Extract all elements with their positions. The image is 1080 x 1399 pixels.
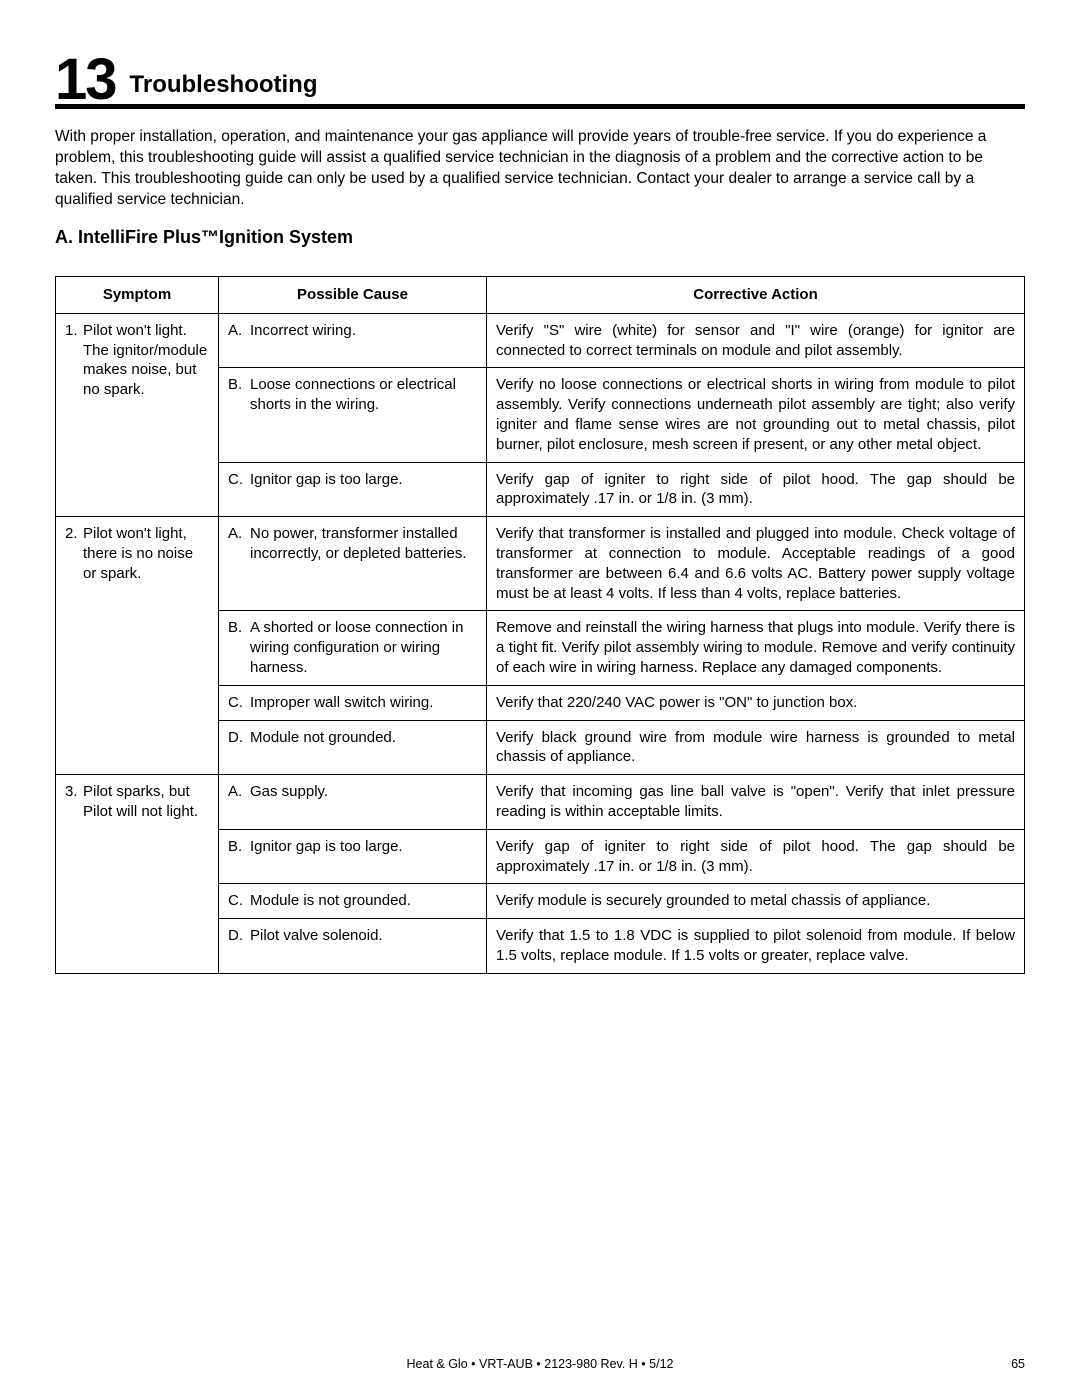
- symptom-number: 1.: [65, 321, 83, 400]
- action-cell: Verify that 1.5 to 1.8 VDC is supplied t…: [487, 919, 1025, 974]
- cause-cell: C.Ignitor gap is too large.: [219, 462, 487, 517]
- cause-letter: C.: [228, 693, 250, 713]
- action-cell: Verify that incoming gas line ball valve…: [487, 775, 1025, 830]
- symptom-cell: 1.Pilot won't light. The ignitor/module …: [56, 313, 219, 516]
- symptom-number: 2.: [65, 524, 83, 583]
- symptom-cell: 3.Pilot sparks, but Pilot will not light…: [56, 775, 219, 974]
- section-heading: A. IntelliFire Plus™Ignition System: [55, 227, 1025, 248]
- page-footer: Heat & Glo • VRT-AUB • 2123-980 Rev. H •…: [0, 1357, 1080, 1371]
- cause-text: Ignitor gap is too large.: [250, 470, 477, 490]
- action-cell: Verify "S" wire (white) for sensor and "…: [487, 313, 1025, 368]
- chapter-number: 13: [55, 55, 116, 104]
- cause-cell: A.No power, transformer installed incorr…: [219, 517, 487, 611]
- cause-cell: C.Module is not grounded.: [219, 884, 487, 919]
- table-row: 1.Pilot won't light. The ignitor/module …: [56, 313, 1025, 368]
- action-cell: Verify module is securely grounded to me…: [487, 884, 1025, 919]
- cause-letter: D.: [228, 926, 250, 946]
- chapter-title: Troubleshooting: [130, 71, 318, 104]
- action-cell: Remove and reinstall the wiring harness …: [487, 611, 1025, 685]
- symptom-text: Pilot won't light. The ignitor/module ma…: [83, 321, 209, 400]
- table-row: 3.Pilot sparks, but Pilot will not light…: [56, 775, 1025, 830]
- cause-text: Incorrect wiring.: [250, 321, 477, 341]
- cause-text: No power, transformer installed incorrec…: [250, 524, 477, 564]
- footer-page-number: 65: [1011, 1357, 1025, 1371]
- cause-letter: B.: [228, 618, 250, 677]
- header-action: Corrective Action: [487, 276, 1025, 313]
- cause-cell: C.Improper wall switch wiring.: [219, 685, 487, 720]
- header-symptom: Symptom: [56, 276, 219, 313]
- cause-text: Pilot valve solenoid.: [250, 926, 477, 946]
- cause-letter: A.: [228, 524, 250, 564]
- cause-text: Gas supply.: [250, 782, 477, 802]
- cause-cell: B.Loose connections or electrical shorts…: [219, 368, 487, 462]
- cause-cell: A.Gas supply.: [219, 775, 487, 830]
- table-row: 2.Pilot won't light, there is no noise o…: [56, 517, 1025, 611]
- chapter-header: 13 Troubleshooting: [55, 55, 1025, 109]
- table-header-row: Symptom Possible Cause Corrective Action: [56, 276, 1025, 313]
- cause-text: Module not grounded.: [250, 728, 477, 748]
- cause-cell: D.Module not grounded.: [219, 720, 487, 775]
- action-cell: Verify gap of igniter to right side of p…: [487, 462, 1025, 517]
- cause-text: Ignitor gap is too large.: [250, 837, 477, 857]
- action-cell: Verify that 220/240 VAC power is "ON" to…: [487, 685, 1025, 720]
- cause-letter: C.: [228, 891, 250, 911]
- footer-center-text: Heat & Glo • VRT-AUB • 2123-980 Rev. H •…: [0, 1357, 1080, 1371]
- cause-letter: D.: [228, 728, 250, 748]
- header-cause: Possible Cause: [219, 276, 487, 313]
- action-cell: Verify black ground wire from module wir…: [487, 720, 1025, 775]
- symptom-cell: 2.Pilot won't light, there is no noise o…: [56, 517, 219, 775]
- cause-text: Module is not grounded.: [250, 891, 477, 911]
- symptom-text: Pilot won't light, there is no noise or …: [83, 524, 209, 583]
- cause-text: Loose connections or electrical shorts i…: [250, 375, 477, 415]
- cause-letter: A.: [228, 782, 250, 802]
- cause-letter: B.: [228, 375, 250, 415]
- cause-text: Improper wall switch wiring.: [250, 693, 477, 713]
- cause-letter: B.: [228, 837, 250, 857]
- action-cell: Verify that transformer is installed and…: [487, 517, 1025, 611]
- symptom-number: 3.: [65, 782, 83, 822]
- action-cell: Verify no loose connections or electrica…: [487, 368, 1025, 462]
- cause-text: A shorted or loose connection in wiring …: [250, 618, 477, 677]
- cause-letter: A.: [228, 321, 250, 341]
- cause-cell: B.Ignitor gap is too large.: [219, 829, 487, 884]
- action-cell: Verify gap of igniter to right side of p…: [487, 829, 1025, 884]
- symptom-text: Pilot sparks, but Pilot will not light.: [83, 782, 209, 822]
- cause-letter: C.: [228, 470, 250, 490]
- troubleshooting-table: Symptom Possible Cause Corrective Action…: [55, 276, 1025, 974]
- cause-cell: D.Pilot valve solenoid.: [219, 919, 487, 974]
- intro-paragraph: With proper installation, operation, and…: [55, 127, 1025, 211]
- cause-cell: A.Incorrect wiring.: [219, 313, 487, 368]
- cause-cell: B.A shorted or loose connection in wirin…: [219, 611, 487, 685]
